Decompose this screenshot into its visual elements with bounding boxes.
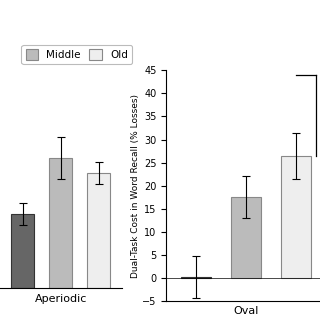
Bar bbox=[181, 277, 212, 278]
X-axis label: Aperiodic: Aperiodic bbox=[35, 293, 87, 304]
Y-axis label: Dual-Task Cost in Word Recall (% Losses): Dual-Task Cost in Word Recall (% Losses) bbox=[131, 93, 140, 277]
Legend: Middle, Old: Middle, Old bbox=[21, 45, 132, 64]
Bar bbox=[12, 214, 34, 288]
Bar bbox=[49, 158, 72, 288]
Bar bbox=[281, 156, 311, 278]
Bar bbox=[87, 173, 110, 288]
Bar bbox=[231, 197, 261, 278]
X-axis label: Oval: Oval bbox=[234, 306, 259, 316]
